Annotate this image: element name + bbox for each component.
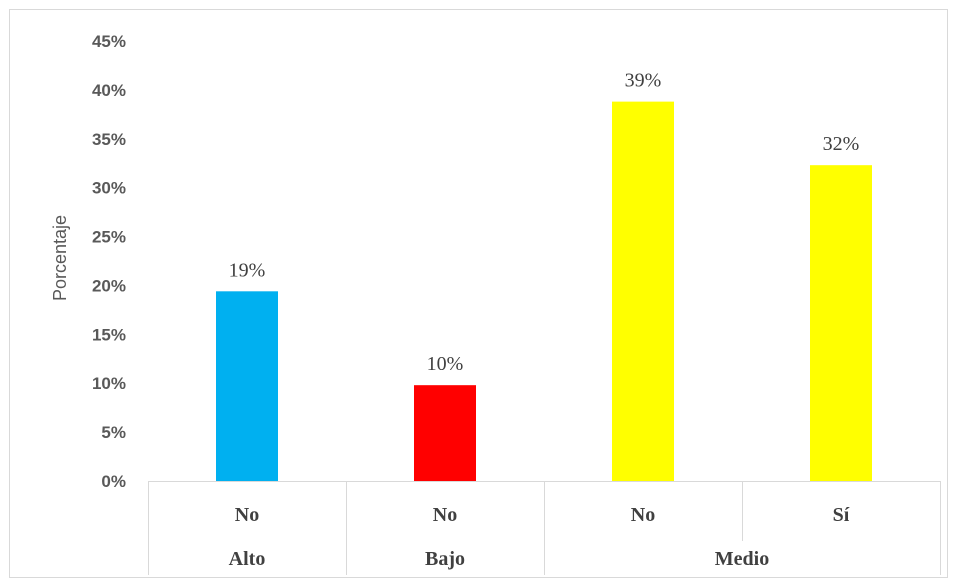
chart-border <box>9 9 948 578</box>
group-label: Alto <box>229 548 266 570</box>
bar <box>414 385 476 481</box>
data-label: 39% <box>625 70 662 92</box>
bars <box>216 101 872 481</box>
y-tick-label: 45% <box>92 32 126 51</box>
y-tick-label: 0% <box>101 472 126 491</box>
x-axis: No No No Sí Alto Bajo Medio <box>148 481 941 575</box>
y-tick-label: 5% <box>101 423 126 442</box>
y-tick-label: 25% <box>92 228 126 247</box>
bar <box>216 291 278 481</box>
data-label: 10% <box>427 353 464 375</box>
bar <box>810 165 872 481</box>
group-label: Medio <box>715 548 769 570</box>
data-label: 19% <box>229 259 266 281</box>
bar <box>612 101 674 481</box>
category-label: No <box>433 504 457 526</box>
y-tick-label: 30% <box>92 179 126 198</box>
group-label: Bajo <box>425 548 465 570</box>
data-label: 32% <box>823 133 860 155</box>
y-tick-label: 35% <box>92 130 126 149</box>
y-axis-title: Porcentaje <box>50 215 70 301</box>
y-tick-label: 40% <box>92 81 126 100</box>
category-label: No <box>235 504 259 526</box>
data-labels: 19% 10% 39% 32% <box>229 70 860 376</box>
y-axis: 0% 5% 10% 15% 20% 25% 30% 35% 40% 45% <box>92 32 126 491</box>
y-tick-label: 15% <box>92 325 126 344</box>
y-tick-label: 20% <box>92 276 126 295</box>
y-tick-label: 10% <box>92 374 126 393</box>
category-label: No <box>631 504 655 526</box>
category-label: Sí <box>833 504 850 526</box>
